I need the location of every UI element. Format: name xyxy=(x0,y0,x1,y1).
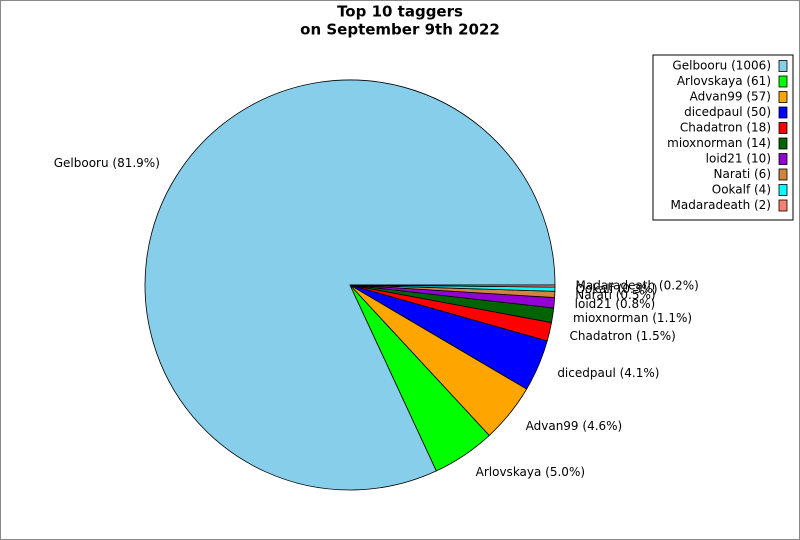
legend-swatch xyxy=(778,106,788,119)
legend-label: Gelbooru (1006) xyxy=(672,59,771,73)
legend-label: loid21 (10) xyxy=(706,152,771,166)
slice-label: Gelbooru (81.9%) xyxy=(54,156,160,170)
slice-label: Advan99 (4.6%) xyxy=(526,419,623,433)
legend-swatch xyxy=(778,168,788,181)
legend-box xyxy=(652,54,794,221)
legend-swatch xyxy=(778,75,788,88)
legend-label: Advan99 (57) xyxy=(690,90,771,104)
pie-slice xyxy=(349,284,556,288)
slice-label: Madaradeath (0.2%) xyxy=(575,279,698,293)
legend-swatch xyxy=(778,137,788,150)
slice-label: loid21 (0.8%) xyxy=(575,297,656,311)
legend-label: Narati (6) xyxy=(714,167,771,181)
legend-swatch xyxy=(778,184,788,196)
legend-label: dicedpaul (50) xyxy=(684,105,771,119)
legend-label: Madaradeath (2) xyxy=(671,198,771,212)
chart-title: on September 9th 2022 xyxy=(300,21,500,39)
legend-swatch xyxy=(778,153,788,165)
slice-label: Chadatron (1.5%) xyxy=(570,329,676,343)
legend-swatch xyxy=(778,122,788,134)
legend-swatch xyxy=(778,91,788,103)
legend-swatch xyxy=(778,199,788,212)
slice-label: Ookalf (0.3%) xyxy=(575,282,657,296)
legend-label: Arlovskaya (61) xyxy=(677,74,771,88)
slice-label: Arlovskaya (5.0%) xyxy=(476,465,585,479)
legend-label: mioxnorman (14) xyxy=(667,136,771,150)
slice-label: Narati (0.5%) xyxy=(575,288,655,302)
slice-label: mioxnorman (1.1%) xyxy=(573,311,692,325)
legend-swatch xyxy=(778,60,788,72)
slice-label: dicedpaul (4.1%) xyxy=(557,366,659,380)
legend-label: Ookalf (4) xyxy=(712,183,771,197)
chart-title: Top 10 taggers xyxy=(337,3,463,21)
legend-label: Chadatron (18) xyxy=(680,121,771,135)
